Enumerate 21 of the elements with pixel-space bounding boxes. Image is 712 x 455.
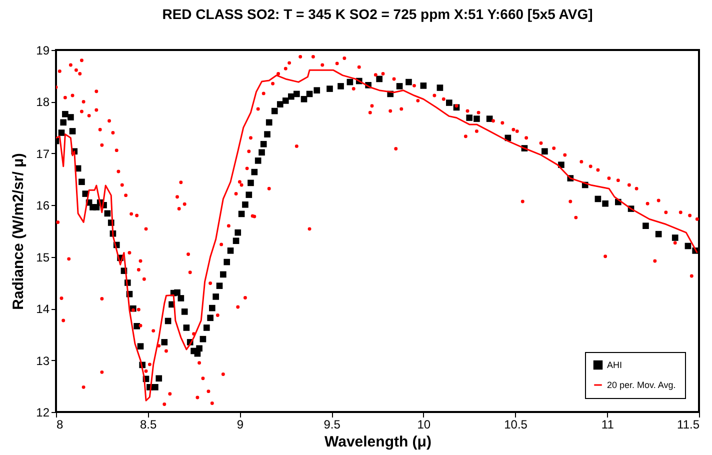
chart-title: RED CLASS SO2: T = 345 K SO2 = 725 ppm X:51 Y:660 [5x5 AVG] [162, 6, 593, 22]
y-tick-label: 15 [36, 250, 50, 264]
y-tick-label: 19 [36, 44, 50, 58]
x-axis-title: Wavelength (μ) [324, 434, 432, 450]
y-tick-label: 18 [36, 95, 50, 110]
y-tick-label: 17 [36, 146, 50, 161]
y-axis-title: Radiance (W/m2/sr/ μ) [10, 153, 28, 310]
x-tick-label: 9.5 [324, 418, 341, 432]
x-tick-label: 8 [56, 418, 64, 432]
y-tick-label: 16 [36, 198, 50, 213]
x-tick-label: 10.5 [504, 418, 528, 432]
x-tick-label: 11 [601, 418, 614, 432]
x-tick-label: 8.5 [140, 418, 158, 432]
x-tick-label: 10 [417, 418, 431, 432]
y-tick-label: 13 [36, 354, 50, 368]
x-tick-label: 11.5 [677, 418, 700, 432]
x-tick-label: 9 [236, 418, 244, 432]
legend-label: AHI [607, 360, 622, 370]
y-tick-label: 14 [36, 302, 50, 316]
legend-label: 20 per. Mov. Avg. [607, 380, 676, 390]
y-tick-label: 12 [36, 406, 50, 420]
